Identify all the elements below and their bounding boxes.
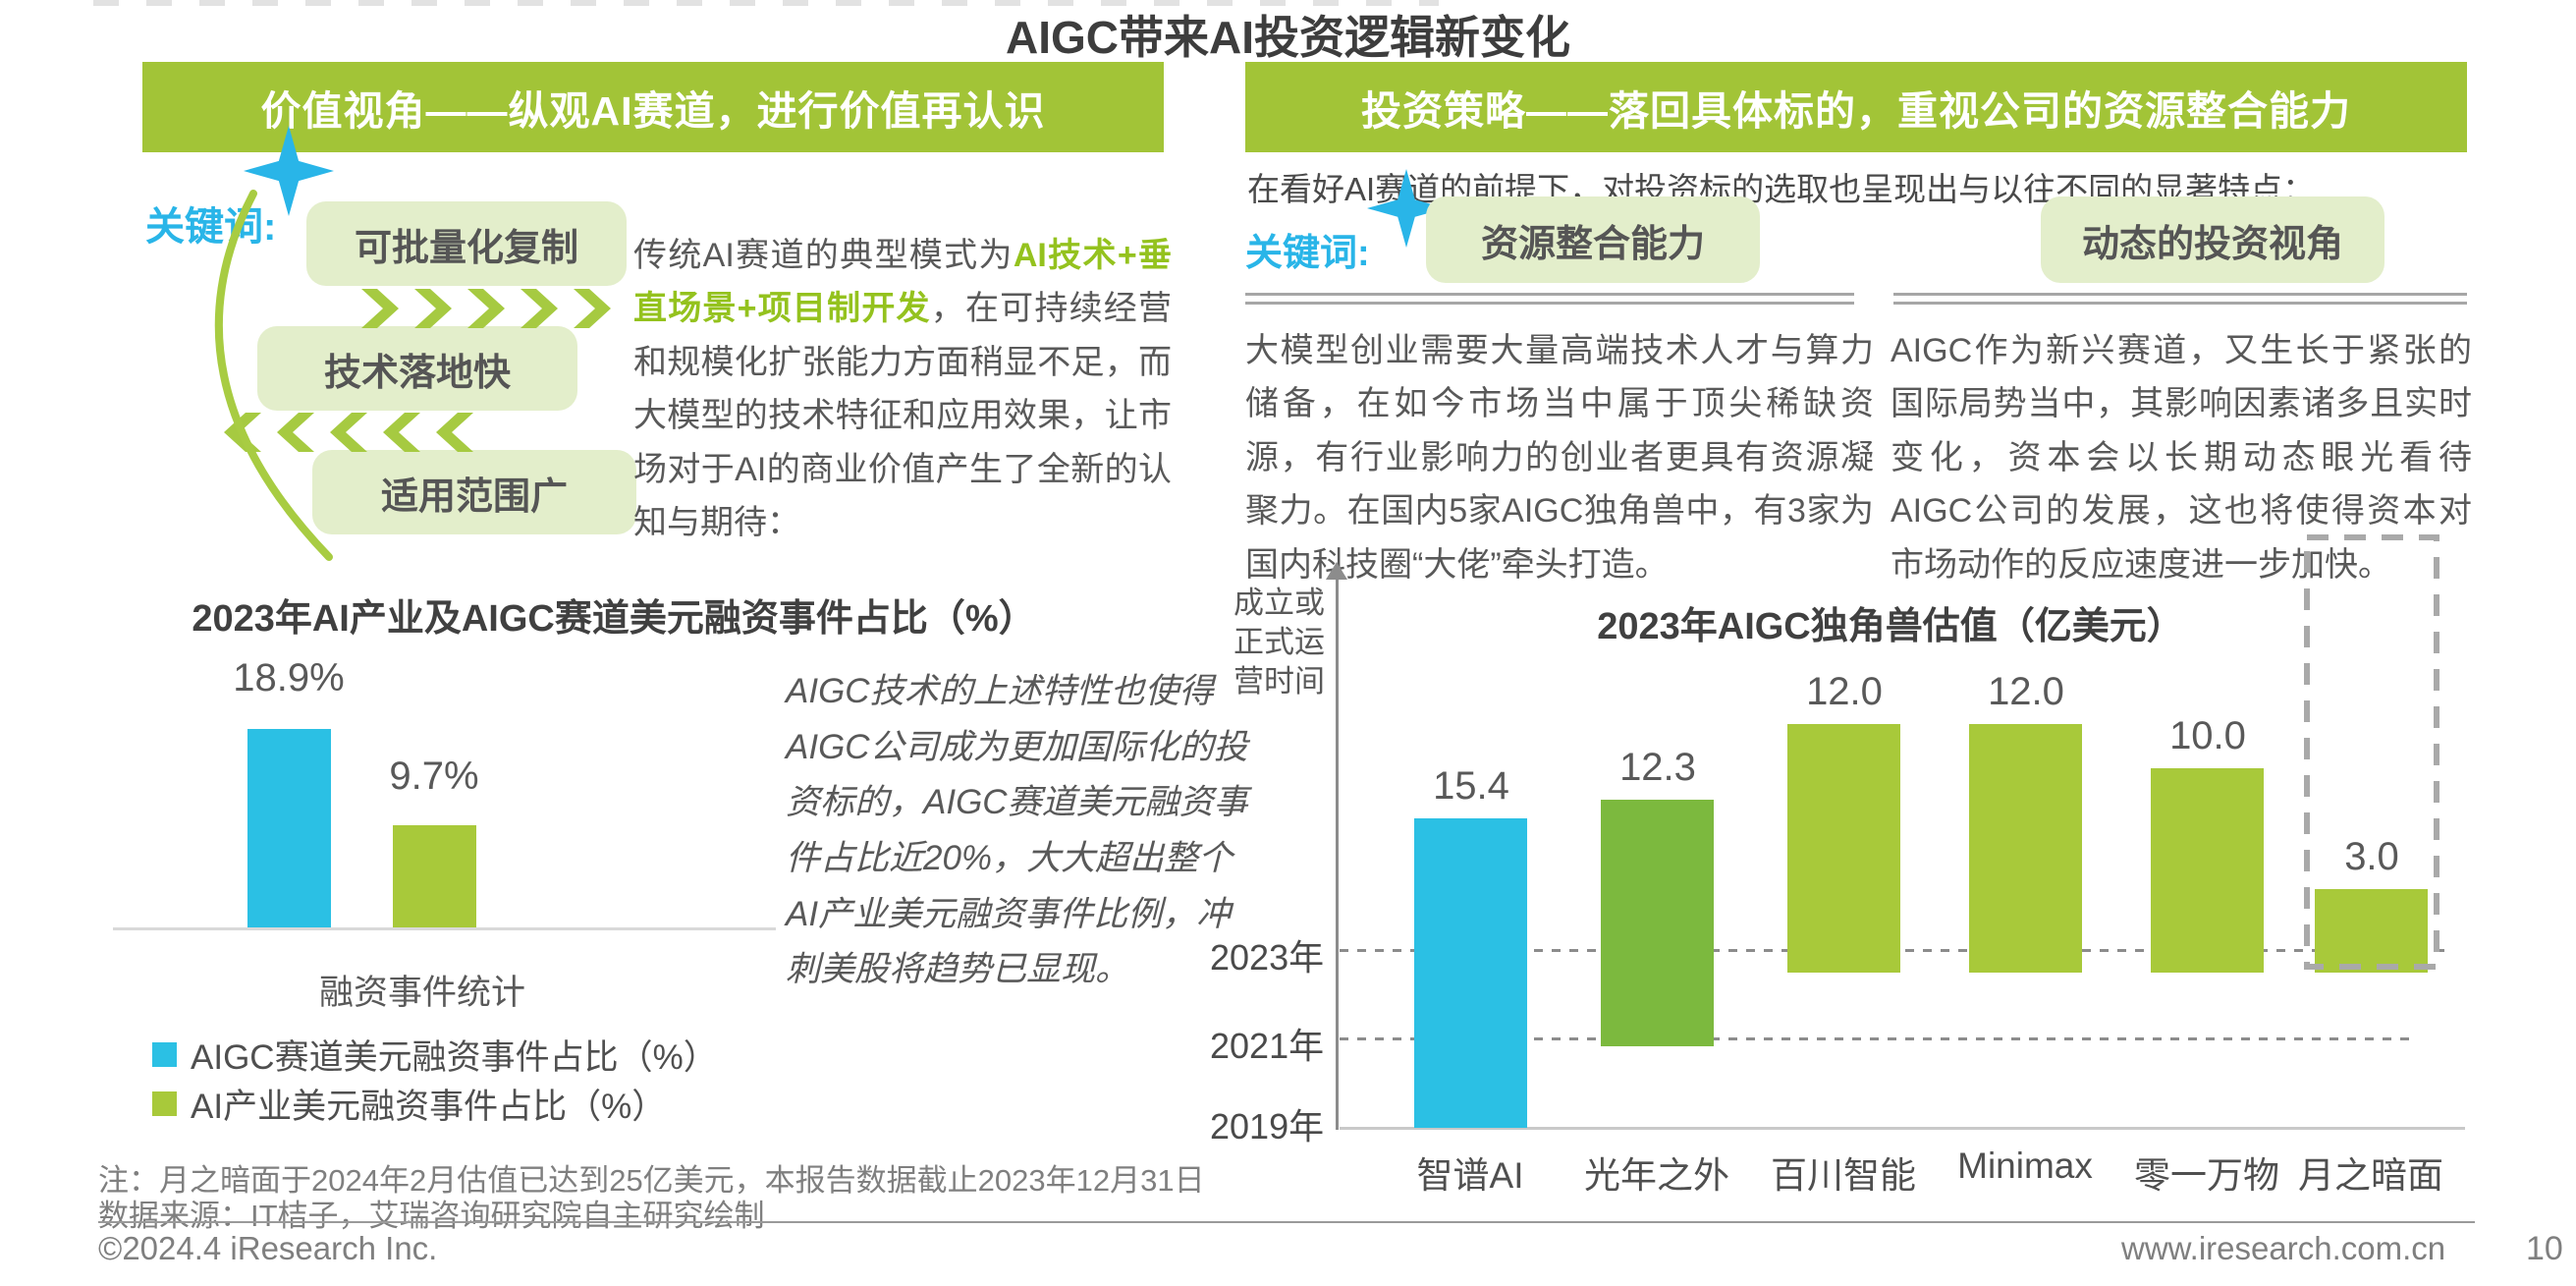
left-chart-value-label-aigc: 18.9%	[233, 656, 345, 699]
left-keyword-3-text: 适用范围广	[380, 475, 568, 518]
left-paragraph-highlight: AI技术+垂直场景+项目制开发	[633, 237, 1173, 328]
left-keyword-box-2: 技术落地快	[257, 326, 577, 411]
sparkle-icon	[244, 126, 334, 216]
right-section-header: 投资策略——落回具体标的，重视公司的资源整合能力	[1245, 62, 2467, 152]
left-chart-title: 2023年AI产业及AIGC赛道美元融资事件占比（%）	[192, 598, 1036, 640]
right-keyword-box-1: 资源整合能力	[1426, 196, 1760, 283]
footer-copyright: ©2024.4 iResearch Inc.	[98, 1230, 438, 1266]
category-minimax: Minimax	[1957, 1146, 2093, 1186]
left-keyword-1-text: 可批量化复制	[354, 227, 578, 269]
italic-commentary: AIGC技术的上述特性也使得AIGC公司成为更加国际化的投资标的，AIGC赛道美…	[786, 672, 1248, 989]
right-chart-y-axis	[1336, 578, 1339, 1130]
left-chart-x-label: 融资事件统计	[318, 974, 525, 1012]
right-chart-y-axis-label: 成立或 正式运 营时间	[1233, 584, 1342, 701]
right-keyword-2-text: 动态的投资视角	[2081, 223, 2343, 265]
page-title: AIGC带来AI投资逻辑新变化	[1006, 12, 1570, 63]
right-chart-title: 2023年AIGC独角兽估值（亿美元）	[1597, 606, 2184, 647]
bar-zhipu	[1414, 818, 1527, 1128]
divider-double-line-left	[1245, 293, 1854, 305]
left-section-header: 价值视角——纵观AI赛道，进行价值再认识	[142, 62, 1164, 152]
bar-minimax	[1969, 724, 2082, 973]
right-keyword-box-2: 动态的投资视角	[2041, 196, 2384, 283]
y-axis-label-line-2: 正式运	[1233, 625, 1325, 659]
bar-yuezhianmian	[2315, 889, 2428, 973]
right-section-header-text: 投资策略——落回具体标的，重视公司的资源整合能力	[1361, 88, 2351, 134]
right-paragraph-2: AIGC作为新兴赛道，又生长于紧张的国际局势当中，其影响因素诸多且实时变化，资本…	[1891, 332, 2472, 584]
footer-divider	[98, 1221, 2475, 1223]
right-chart-x-axis	[1340, 1127, 2465, 1130]
left-paragraph: 传统AI赛道的典型模式为AI技术+垂直场景+项目制开发，在可持续经营和规模化扩张…	[633, 229, 1172, 549]
bar-lingyi	[2151, 768, 2264, 973]
category-baichuan: 百川智能	[1771, 1155, 1916, 1196]
bar-value-minimax: 12.0	[1988, 670, 2064, 713]
category-zhipu: 智谱AI	[1416, 1155, 1524, 1196]
gridline-2021	[1340, 1037, 2410, 1040]
bar-baichuan	[1787, 724, 1900, 973]
divider-double-line-right	[1893, 293, 2467, 305]
legend-swatch-green	[152, 1091, 177, 1116]
left-section-header-text: 价值视角——纵观AI赛道，进行价值再认识	[260, 88, 1046, 134]
left-chart-bar-aigc	[247, 729, 331, 928]
chevrons-left-icon	[224, 413, 473, 452]
bar-value-yuezhianmian: 3.0	[2344, 835, 2399, 878]
footer-page-number: 10	[2526, 1230, 2563, 1267]
highlight-dashed-rect	[2304, 534, 2439, 970]
legend-label-ai: AI产业美元融资事件占比（%）	[191, 1088, 667, 1126]
right-keyword-1-text: 资源整合能力	[1480, 223, 1705, 265]
bar-guangnian	[1601, 800, 1714, 1046]
y-tick-2023: 2023年	[1210, 937, 1325, 978]
y-tick-2021: 2021年	[1210, 1026, 1325, 1066]
y-tick-2019: 2019年	[1210, 1106, 1325, 1146]
legend-label-aigc: AIGC赛道美元融资事件占比（%）	[191, 1038, 718, 1077]
legend-swatch-cyan	[152, 1042, 177, 1067]
y-axis-label-line-3: 营时间	[1233, 664, 1325, 699]
left-chart-bar-ai	[393, 825, 476, 928]
footer-note-2: 数据来源：IT桔子，艾瑞咨询研究院自主研究绘制	[98, 1199, 765, 1233]
y-axis-arrow-icon	[1326, 562, 1347, 580]
curved-arc-decoration	[214, 190, 333, 561]
right-paragraph-1: 大模型创业需要大量高端技术人才与算力储备，在如今市场当中属于顶尖稀缺资源，有行业…	[1245, 332, 1874, 584]
left-paragraph-before: 传统AI赛道的典型模式为	[633, 237, 1014, 274]
bar-value-baichuan: 12.0	[1806, 670, 1883, 713]
bar-value-lingyi: 10.0	[2169, 714, 2246, 757]
footer-website: www.iresearch.com.cn	[2121, 1230, 2446, 1266]
bar-value-guangnian: 12.3	[1619, 746, 1696, 789]
left-keyword-box-1: 可批量化复制	[306, 201, 627, 286]
left-chart-x-axis	[113, 927, 776, 930]
category-yuezhianmian: 月之暗面	[2298, 1155, 2443, 1196]
top-cropped-text-remnant	[93, 0, 1439, 6]
category-guangnian: 光年之外	[1584, 1155, 1729, 1196]
footer-note-1: 注：月之暗面于2024年2月估值已达到25亿美元，本报告数据截止2023年12月…	[98, 1163, 1205, 1198]
y-axis-label-line-1: 成立或	[1233, 586, 1325, 620]
left-keyword-label: 关键词:	[145, 205, 277, 249]
left-chart-value-label-ai: 9.7%	[389, 755, 479, 798]
left-keyword-box-3: 适用范围广	[312, 450, 636, 534]
legend-item-ai: AI产业美元融资事件占比（%）	[152, 1079, 666, 1129]
legend-item-aigc: AIGC赛道美元融资事件占比（%）	[152, 1030, 718, 1080]
sparkle-icon	[1367, 169, 1446, 248]
category-lingyi: 零一万物	[2134, 1155, 2279, 1196]
left-keyword-2-text: 技术落地快	[323, 352, 511, 394]
bar-value-zhipu: 15.4	[1433, 764, 1509, 808]
left-paragraph-after: ，在可持续经营和规模化扩张能力方面稍显不足，而大模型的技术特征和应用效果，让市场…	[633, 290, 1173, 541]
right-keyword-label: 关键词:	[1245, 233, 1370, 274]
chevrons-right-icon	[361, 289, 611, 328]
